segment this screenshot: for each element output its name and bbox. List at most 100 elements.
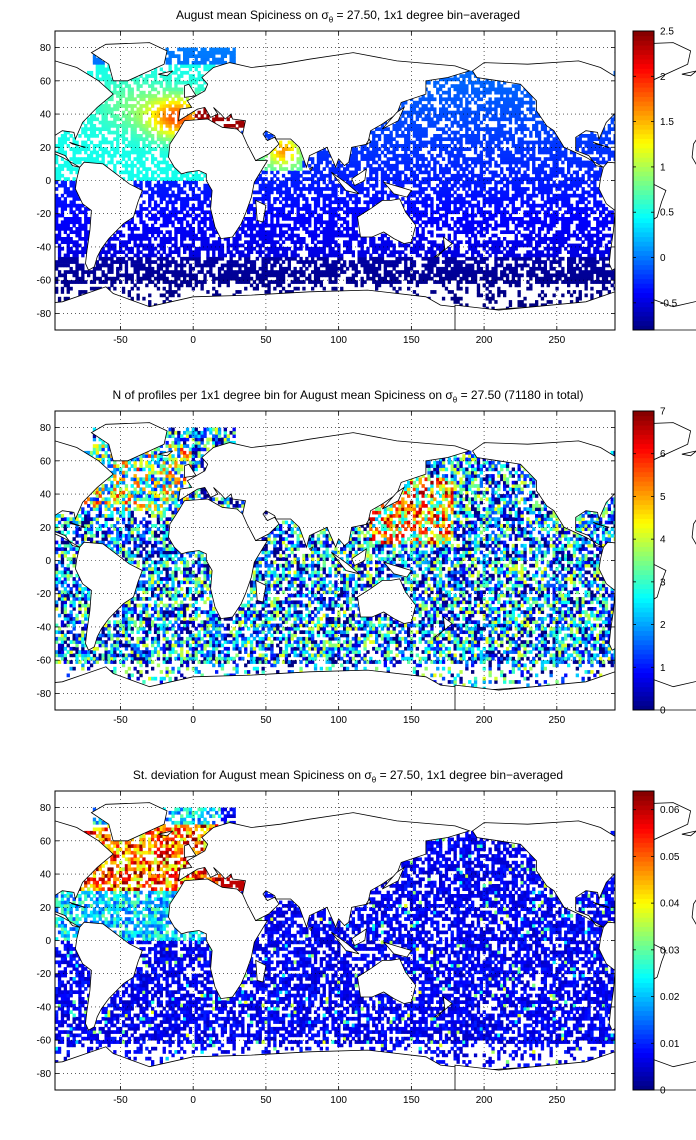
data-cell [348, 246, 353, 251]
data-cell [558, 193, 562, 198]
data-cell [500, 260, 504, 264]
data-cell [290, 147, 294, 152]
data-cell [479, 276, 484, 281]
data-cell [156, 183, 161, 188]
data-cell [217, 250, 222, 255]
data-cell [427, 276, 431, 281]
data-cell [532, 210, 536, 215]
data-cell [468, 266, 472, 271]
data-cell [375, 280, 379, 284]
data-cell [180, 230, 184, 235]
data-cell [517, 256, 521, 261]
data-cell [249, 233, 254, 238]
data-cell [165, 217, 169, 221]
data-cell [60, 157, 65, 161]
data-cell [540, 180, 545, 185]
data-cell [395, 177, 399, 181]
data-cell [581, 227, 585, 231]
data-cell [587, 240, 591, 245]
data-cell [415, 200, 420, 205]
data-cell [136, 237, 140, 241]
data-cell [261, 200, 265, 205]
data-cell [130, 220, 134, 225]
data-cell [436, 210, 440, 215]
data-cell [334, 253, 338, 258]
data-cell [503, 253, 507, 258]
data-cell [113, 250, 117, 255]
data-cell [407, 147, 411, 152]
data-cell [508, 270, 513, 274]
data-cell [72, 167, 76, 171]
data-cell [412, 190, 417, 195]
data-cell [63, 260, 68, 264]
data-cell [107, 286, 111, 291]
data-cell [66, 144, 70, 148]
data-cell [444, 217, 449, 221]
data-cell [84, 243, 88, 248]
data-cell [69, 193, 73, 198]
data-cell [133, 260, 137, 264]
data-cell [273, 253, 277, 258]
data-cell [386, 140, 390, 145]
data-cell [296, 150, 300, 155]
data-cell [72, 190, 76, 195]
data-cell [569, 183, 574, 188]
data-cell [81, 253, 85, 258]
data-cell [404, 256, 408, 261]
data-cell [465, 163, 469, 168]
data-cell [55, 260, 59, 264]
data-cell [497, 290, 501, 294]
data-cell [441, 240, 446, 245]
data-cell [398, 250, 402, 255]
data-cell [81, 210, 85, 215]
data-cell [450, 270, 454, 274]
data-cell [273, 147, 277, 152]
data-cell [281, 197, 286, 201]
data-cell [343, 260, 347, 264]
data-cell [412, 220, 417, 225]
data-cell [261, 273, 265, 278]
data-cell [249, 250, 254, 255]
data-cell [433, 240, 437, 245]
data-cell [433, 160, 437, 165]
data-cell [217, 293, 222, 298]
data-cell [578, 227, 582, 231]
data-cell [610, 270, 614, 274]
data-cell [302, 273, 306, 278]
data-cell [421, 163, 425, 168]
data-cell [383, 240, 388, 245]
data-cell [136, 173, 140, 178]
data-cell [148, 147, 152, 152]
data-cell [55, 157, 59, 161]
data-cell [290, 207, 294, 211]
data-cell [322, 173, 326, 178]
data-cell [60, 173, 65, 178]
data-cell [444, 253, 449, 258]
data-cell [450, 266, 454, 271]
data-cell [372, 256, 376, 261]
data-cell [558, 256, 562, 261]
data-cell [523, 263, 527, 268]
data-cell [447, 233, 452, 238]
data-cell [529, 140, 533, 145]
data-cell [587, 147, 591, 152]
data-cell [357, 256, 361, 261]
data-cell [87, 137, 91, 142]
data-cell [543, 293, 548, 298]
data-cell [441, 187, 446, 191]
data-cell [325, 150, 329, 155]
data-cell [479, 213, 484, 218]
data-cell [162, 150, 166, 155]
data-cell [601, 220, 606, 225]
data-cell [517, 230, 521, 235]
data-cell [87, 220, 91, 225]
data-cell [459, 276, 463, 281]
data-cell [168, 177, 172, 181]
data-cell [439, 187, 443, 191]
data-cell [430, 144, 434, 148]
data-cell [212, 293, 216, 298]
data-cell [89, 280, 94, 284]
data-cell [55, 286, 59, 291]
data-cell [124, 246, 129, 251]
data-cell [215, 243, 219, 248]
